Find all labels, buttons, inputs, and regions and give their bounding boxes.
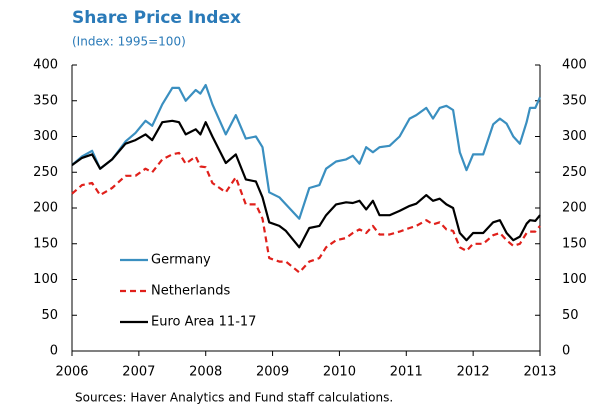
y2-tick-label: 250 xyxy=(562,165,587,180)
y2-tick-label: 200 xyxy=(562,201,587,216)
y2-tick-label: 350 xyxy=(562,93,587,108)
legend-label: Germany xyxy=(151,253,211,268)
y2-tick-label: 300 xyxy=(562,129,587,144)
chart-subtitle: (Index: 1995=100) xyxy=(72,35,186,49)
x-tick-label: 2006 xyxy=(55,365,88,380)
x-tick-label: 2007 xyxy=(122,365,155,380)
y-tick-label: 350 xyxy=(33,93,58,108)
y-tick-label: 150 xyxy=(33,236,58,251)
y2-tick-label: 0 xyxy=(562,344,570,359)
y-tick-label: 400 xyxy=(33,58,58,73)
y-tick-label: 200 xyxy=(33,201,58,216)
x-tick-label: 2010 xyxy=(323,365,356,380)
x-tick-label: 2008 xyxy=(189,365,222,380)
series-line xyxy=(71,151,541,274)
source-note: Sources: Haver Analytics and Fund staff … xyxy=(75,391,393,405)
y-tick-label: 0 xyxy=(50,344,58,359)
legend-label: Netherlands xyxy=(151,284,230,299)
chart-title: Share Price Index xyxy=(72,8,241,28)
y2-tick-label: 150 xyxy=(562,236,587,251)
y-tick-label: 250 xyxy=(33,165,58,180)
y-tick-label: 50 xyxy=(41,308,58,323)
y-tick-label: 300 xyxy=(33,129,58,144)
y2-tick-label: 50 xyxy=(562,308,579,323)
y2-tick-label: 400 xyxy=(562,58,587,73)
series-line xyxy=(71,83,542,220)
series-line xyxy=(71,119,541,249)
y-tick-label: 100 xyxy=(33,272,58,287)
y2-tick-label: 100 xyxy=(562,272,587,287)
x-tick-label: 2013 xyxy=(523,365,556,380)
x-tick-label: 2011 xyxy=(390,365,423,380)
legend-label: Euro Area 11-17 xyxy=(151,315,256,330)
x-tick-label: 2009 xyxy=(256,365,289,380)
x-tick-label: 2012 xyxy=(457,365,490,380)
